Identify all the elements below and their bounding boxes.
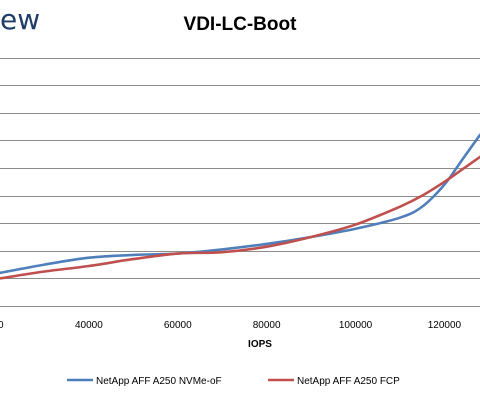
x-tick-label: 60000 [164, 320, 192, 331]
x-axis-title: IOPS [248, 339, 272, 350]
x-tick-label: 0 [0, 320, 4, 331]
x-tick-label: 40000 [75, 320, 103, 331]
series-line-nvme-of [0, 133, 480, 275]
legend-label: NetApp AFF A250 FCP [297, 376, 400, 387]
x-axis-ticks: 0 40000 60000 80000 100000 120000 [0, 320, 462, 331]
x-tick-label: 120000 [428, 320, 462, 331]
series-lines [0, 133, 480, 280]
chart-title: VDI-LC-Boot [183, 14, 297, 35]
legend-label: NetApp AFF A250 NVMe-oF [96, 376, 222, 387]
legend: NetApp AFF A250 NVMe-oF NetApp AFF A250 F… [67, 376, 400, 387]
brand-wordmark-fragment: ew [0, 3, 41, 36]
series-line-fcp [0, 155, 480, 280]
gridlines [0, 58, 480, 307]
x-tick-label: 100000 [339, 320, 373, 331]
x-tick-label: 80000 [253, 320, 281, 331]
